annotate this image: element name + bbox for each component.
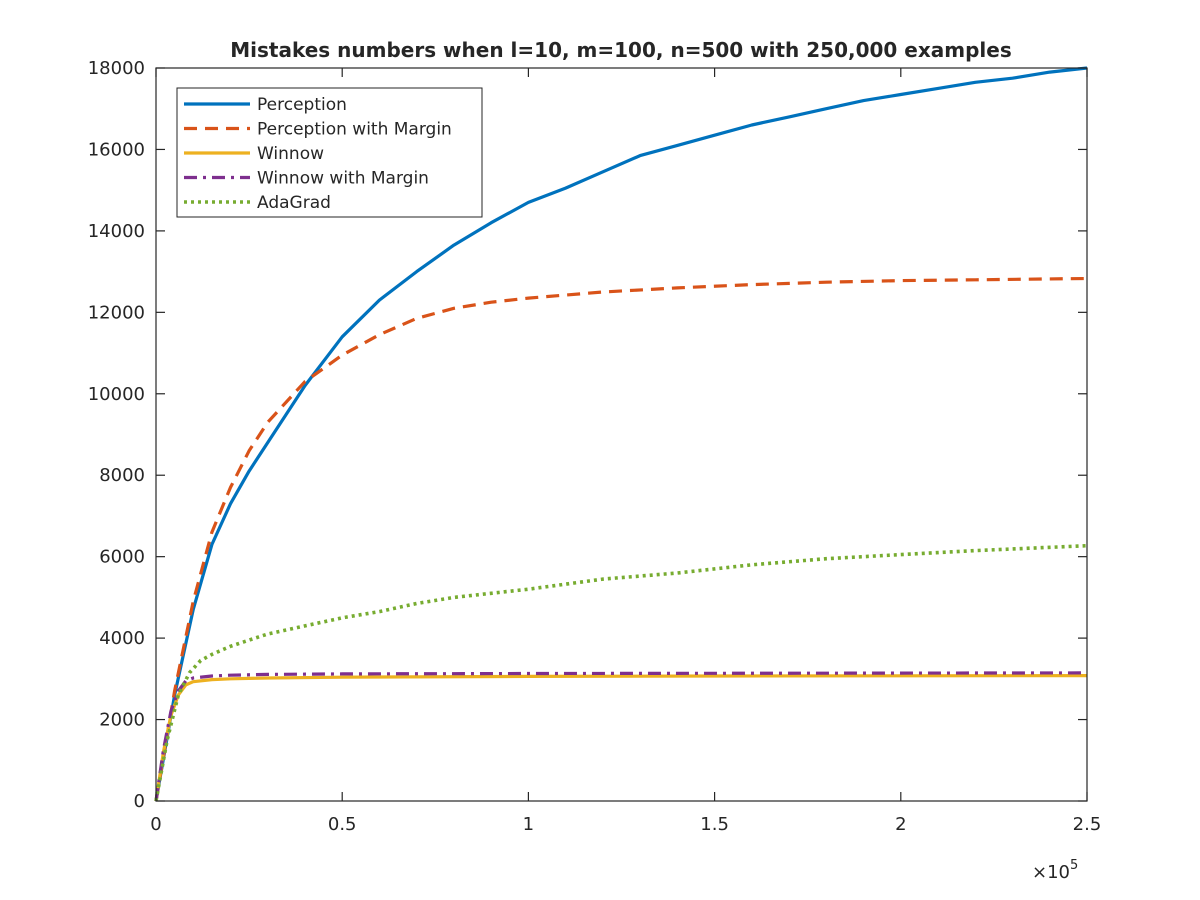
y-tick-label: 14000 [88,221,145,242]
y-tick-label: 12000 [88,302,145,323]
legend-label: Perception [257,95,347,115]
legend-label: AdaGrad [257,193,331,213]
series-line-adagrad [154,543,1088,802]
y-tick-label: 16000 [88,139,145,160]
series-line-perception-with-margin [154,276,1088,802]
legend-label: Perception with Margin [257,120,452,140]
y-tick-label: 18000 [88,58,145,79]
x-axis: 0 0.5 1 1.5 2 2.5 [150,68,1101,835]
x-exponent-base: ×10 [1032,862,1070,883]
x-tick-label: 1 [523,814,534,835]
legend: Perception Perception with Margin Winnow Wi… [176,87,483,218]
series-layer [154,66,1088,802]
chart-title: Mistakes numbers when l=10, m=100, n=500… [230,38,1012,62]
legend-label: Winnow with Margin [257,169,429,189]
y-tick-label: 8000 [99,465,145,486]
x-exponent-label: ×105 [1032,858,1078,883]
series-line-winnow-with-margin [154,671,1088,802]
x-exponent-power: 5 [1070,858,1078,873]
series-line-perception [154,66,1088,802]
x-tick-label: 0 [150,814,161,835]
x-tick-label: 2.5 [1073,814,1102,835]
y-tick-label: 4000 [99,628,145,649]
x-tick-label: 1.5 [700,814,729,835]
y-axis: 0 2000 4000 6000 8000 10000 12000 14000 16000 180… [88,58,1087,812]
legend-label: Winnow [257,144,324,164]
x-tick-label: 0.5 [328,814,357,835]
y-tick-label: 0 [134,791,145,812]
y-tick-label: 6000 [99,547,145,568]
x-tick-label: 2 [895,814,906,835]
y-tick-label: 10000 [88,384,145,405]
axes-box [155,67,1088,802]
y-tick-label: 2000 [99,710,145,731]
